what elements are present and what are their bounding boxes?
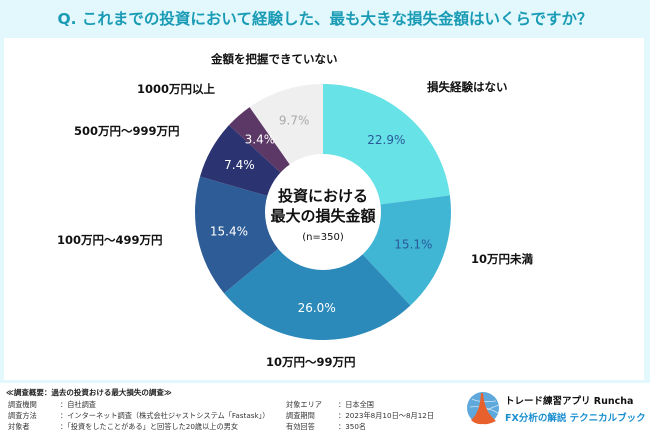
category-label: 10万円未満: [471, 252, 534, 266]
center-sample-size: (n=350): [302, 232, 344, 243]
brand-name: トレード練習アプリ Runcha: [505, 396, 634, 407]
slice-percent-label: 9.7%: [279, 113, 310, 127]
survey-row: 有効回答 ：350名: [286, 422, 367, 431]
survey-row: 調査機関 ：自社調査: [8, 400, 96, 409]
survey-row: 調査方法 ：インターネット調査（株式会社ジャストシステム「Fastask」）: [8, 411, 270, 420]
survey-heading: ≪調査概要：過去の投資おける最大損失の調査≫: [6, 388, 172, 397]
slice-percent-label: 15.1%: [394, 237, 432, 251]
category-label: 損失経験はない: [427, 80, 508, 94]
slice-percent-label: 15.4%: [210, 224, 248, 238]
survey-footer: [0, 383, 650, 434]
survey-row: 調査期間 ：2023年8月10日〜8月12日: [286, 411, 435, 420]
survey-row: 対象エリア ：日本全国: [286, 400, 374, 409]
category-label: 1000万円以上: [137, 82, 216, 96]
category-label: 500万円〜999万円: [74, 124, 180, 138]
slice-percent-label: 26.0%: [298, 301, 336, 315]
category-label: 100万円〜499万円: [57, 233, 163, 247]
runcha-logo-icon: [467, 392, 500, 425]
brand-tagline: FX分析の解説 テクニカルブック: [505, 413, 646, 424]
center-title-line2: 最大の損失金額: [270, 207, 375, 225]
slice-percent-label: 22.9%: [367, 133, 405, 147]
donut-hole: [265, 154, 381, 270]
category-label: 金額を把握できていない: [211, 52, 338, 66]
slice-percent-label: 7.4%: [224, 158, 255, 172]
slice-percent-label: 3.4%: [245, 133, 276, 147]
question-title: Q. これまでの投資において経験した、最も大きな損失金額はいくらですか？: [57, 10, 593, 28]
donut-slice: [224, 212, 411, 340]
survey-row: 対象者 ：「投資をしたことがある」と回答した20歳以上の男女: [8, 422, 239, 431]
category-label: 10万円〜99万円: [266, 355, 356, 369]
center-title-line1: 投資における: [278, 187, 368, 205]
